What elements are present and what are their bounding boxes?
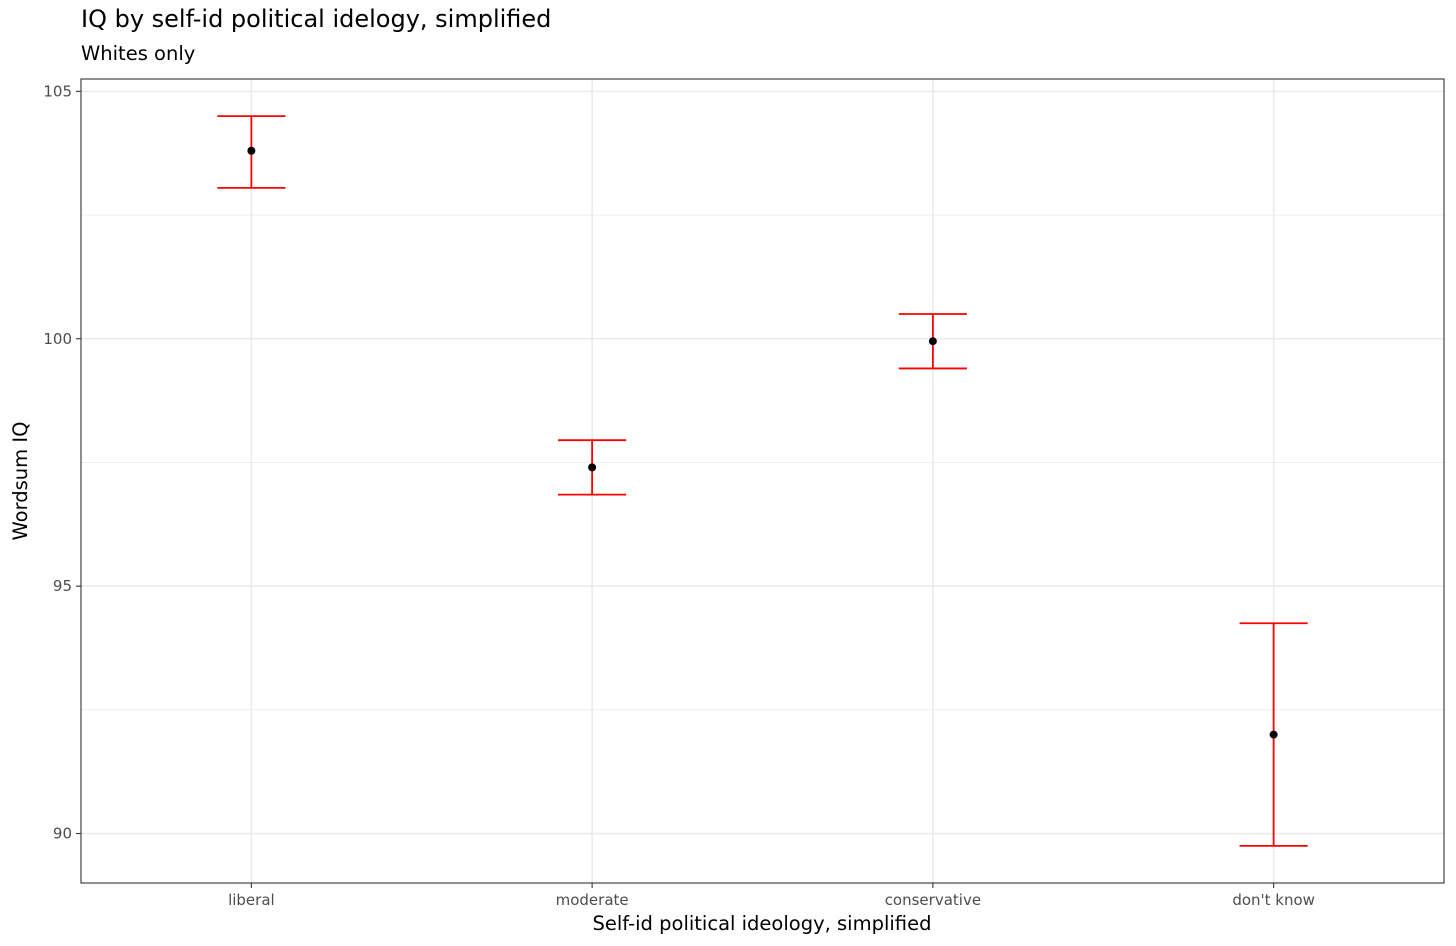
data-point	[247, 146, 256, 155]
x-tick-label: liberal	[228, 891, 275, 909]
panel-border	[80, 78, 1445, 884]
x-tick-label: moderate	[556, 891, 629, 909]
data-point	[588, 463, 597, 472]
x-axis-title: Self-id political ideology, simplified	[593, 912, 932, 935]
data-point	[928, 337, 937, 346]
y-tick-label: 95	[53, 577, 72, 595]
data-point	[1269, 730, 1278, 739]
y-tick-label: 90	[53, 825, 72, 843]
chart-title: IQ by self-id political idelogy, simplif…	[81, 5, 552, 33]
data-marks	[217, 115, 1308, 847]
y-axis-title: Wordsum IQ	[9, 422, 32, 541]
y-tick-label: 105	[43, 82, 72, 100]
axes: 90 95 100 105 liberal moderate conservative don…	[43, 82, 1315, 909]
x-tick-label: don't know	[1232, 891, 1315, 909]
chart-subtitle: Whites only	[81, 42, 196, 65]
x-tick-label: conservative	[885, 891, 981, 909]
grid-lines	[81, 79, 1444, 883]
y-tick-label: 100	[43, 330, 72, 348]
